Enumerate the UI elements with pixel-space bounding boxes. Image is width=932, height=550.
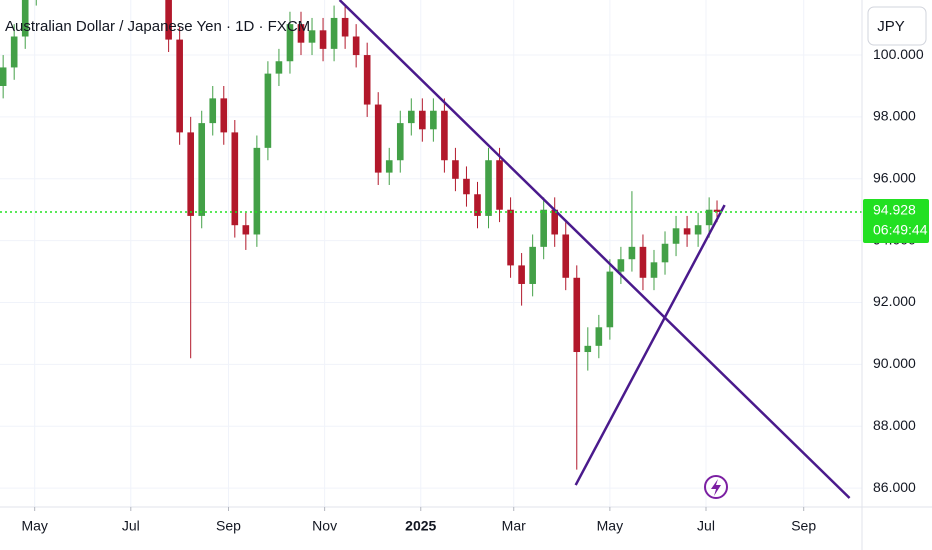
x-tick-label: Nov: [312, 518, 337, 534]
candle-body: [474, 194, 481, 216]
candle-body: [617, 259, 625, 272]
candle-body: [485, 160, 492, 216]
y-tick-label: 86.000: [873, 479, 916, 495]
candle-body: [683, 228, 691, 235]
countdown-label: 06:49:44: [873, 222, 928, 238]
candle-body: [352, 36, 360, 56]
chart-title: Australian Dollar / Japanese Yen · 1D · …: [5, 18, 310, 35]
candle-body: [573, 277, 581, 353]
plot-area: [0, 0, 862, 499]
candle-body: [187, 132, 194, 216]
candle-body: [551, 209, 559, 235]
candle-body: [363, 55, 371, 105]
price-label-box: [863, 198, 929, 243]
candle-body: [441, 110, 448, 161]
x-tick-label: Jul: [122, 518, 140, 534]
candle-body: [496, 160, 503, 210]
candle-body: [529, 246, 536, 284]
candle-body: [253, 147, 261, 235]
price-label: 94.928: [873, 202, 916, 218]
y-tick-label: 90.000: [873, 355, 916, 371]
candle-body: [606, 271, 614, 328]
candle-body: [507, 209, 514, 266]
candle-body: [297, 24, 305, 43]
candle-body: [452, 160, 459, 179]
x-tick-label: May: [21, 518, 47, 534]
y-tick-label: 88.000: [873, 417, 916, 433]
candle-body: [650, 262, 658, 278]
candle-body: [231, 132, 239, 226]
candle-body: [672, 228, 680, 244]
candle-body: [419, 110, 426, 130]
candle-body: [0, 67, 7, 86]
lightning-icon[interactable]: [704, 475, 728, 499]
candle-body: [639, 246, 647, 278]
candle-body: [518, 265, 525, 284]
candle-body: [242, 225, 250, 235]
trend-line: [574, 204, 726, 486]
candle-body: [463, 178, 470, 195]
candle-body: [209, 98, 217, 124]
candle-body: [628, 246, 636, 260]
candle-body: [385, 160, 393, 173]
candle-body: [430, 110, 437, 130]
y-tick-label: 96.000: [873, 169, 916, 185]
candle-body: [10, 36, 18, 68]
currency-button[interactable]: [867, 6, 927, 46]
trend-line: [338, 0, 851, 499]
candle-body: [661, 243, 669, 263]
x-tick-label: 2025: [405, 518, 436, 534]
y-tick-label: 98.000: [873, 108, 916, 124]
candle-body: [308, 30, 316, 43]
candle-body: [220, 98, 228, 133]
candle-body: [374, 104, 382, 173]
x-tick-label: Jul: [697, 518, 715, 534]
x-tick-label: Sep: [216, 518, 241, 534]
y-tick-label: 100.000: [873, 46, 924, 62]
candle-body: [595, 327, 603, 346]
candle-body: [165, 0, 172, 40]
currency-label[interactable]: JPY: [877, 18, 905, 35]
candle-body: [396, 123, 404, 161]
candle-body: [540, 209, 547, 247]
candle-body: [319, 30, 327, 49]
candle-body: [562, 234, 570, 278]
grid: [0, 0, 862, 507]
candle-body: [694, 225, 702, 235]
candle-body: [275, 61, 283, 74]
candle-body: [407, 110, 415, 124]
y-tick-label: 92.000: [873, 293, 916, 309]
candle-body: [286, 24, 294, 62]
candle-body: [330, 17, 338, 49]
candle-body: [705, 209, 713, 226]
candle-body: [264, 73, 272, 148]
candle-body: [713, 209, 721, 212]
candle-body: [176, 39, 183, 133]
x-tick-label: Mar: [502, 518, 526, 534]
candle-body: [198, 123, 206, 216]
candle-body: [341, 17, 349, 37]
x-tick-label: Sep: [791, 518, 816, 534]
x-tick-label: May: [597, 518, 623, 534]
candle-body: [584, 345, 592, 353]
candle-body: [21, 0, 29, 37]
